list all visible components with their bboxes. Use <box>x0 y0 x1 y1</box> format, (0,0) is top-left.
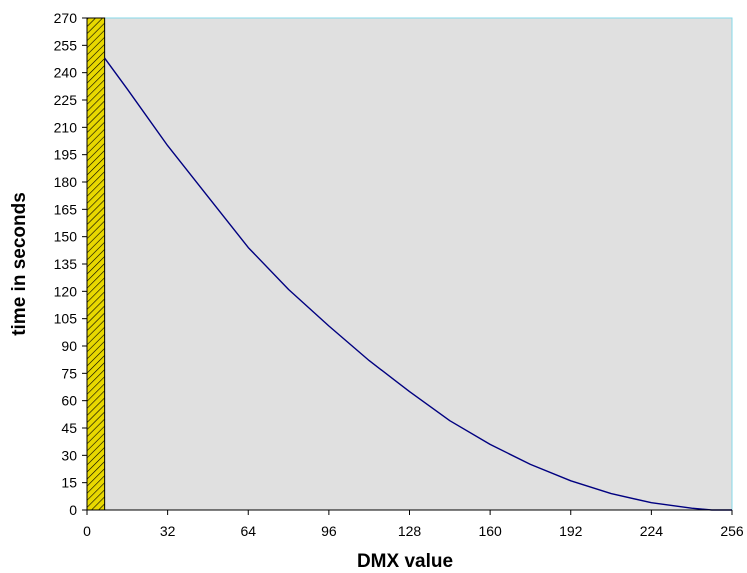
y-tick-label: 165 <box>54 201 78 217</box>
x-tick-label: 96 <box>321 523 337 539</box>
x-tick-label: 64 <box>240 523 256 539</box>
x-tick-label: 160 <box>478 523 502 539</box>
y-tick-label: 105 <box>54 311 78 327</box>
y-tick-label: 240 <box>54 65 78 81</box>
y-tick-label: 120 <box>54 283 78 299</box>
x-tick-label: 32 <box>160 523 176 539</box>
y-tick-label: 150 <box>54 229 78 245</box>
y-tick-label: 15 <box>61 475 77 491</box>
plot-area <box>86 17 733 511</box>
x-tick-label: 224 <box>640 523 664 539</box>
x-tick-label: 128 <box>398 523 422 539</box>
y-tick-label: 45 <box>61 420 77 436</box>
y-tick-label: 225 <box>54 92 78 108</box>
y-tick-label: 210 <box>54 119 78 135</box>
y-axis-title: time in seconds <box>9 192 30 336</box>
series-line <box>104 57 732 511</box>
x-axis-ticks: 0 32 64 96 128 160 192 224 256 <box>83 510 744 539</box>
y-axis-ticks: 0 15 30 45 60 75 90 105 120 135 150 165 180 195 210 225… <box>54 10 87 518</box>
y-tick-label: 255 <box>54 37 78 53</box>
x-tick-label: 0 <box>83 523 91 539</box>
y-tick-label: 135 <box>54 256 78 272</box>
x-tick-label: 256 <box>720 523 744 539</box>
y-tick-label: 270 <box>54 10 78 26</box>
y-tick-label: 75 <box>61 365 77 381</box>
y-tick-label: 90 <box>61 338 77 354</box>
y-tick-label: 0 <box>69 502 77 518</box>
highlight-band <box>86 17 106 511</box>
y-tick-label: 180 <box>54 174 78 190</box>
y-tick-label: 60 <box>61 393 77 409</box>
x-axis-title: DMX value <box>357 551 453 572</box>
x-tick-label: 192 <box>559 523 583 539</box>
y-tick-label: 195 <box>54 147 78 163</box>
y-tick-label: 30 <box>61 447 77 463</box>
